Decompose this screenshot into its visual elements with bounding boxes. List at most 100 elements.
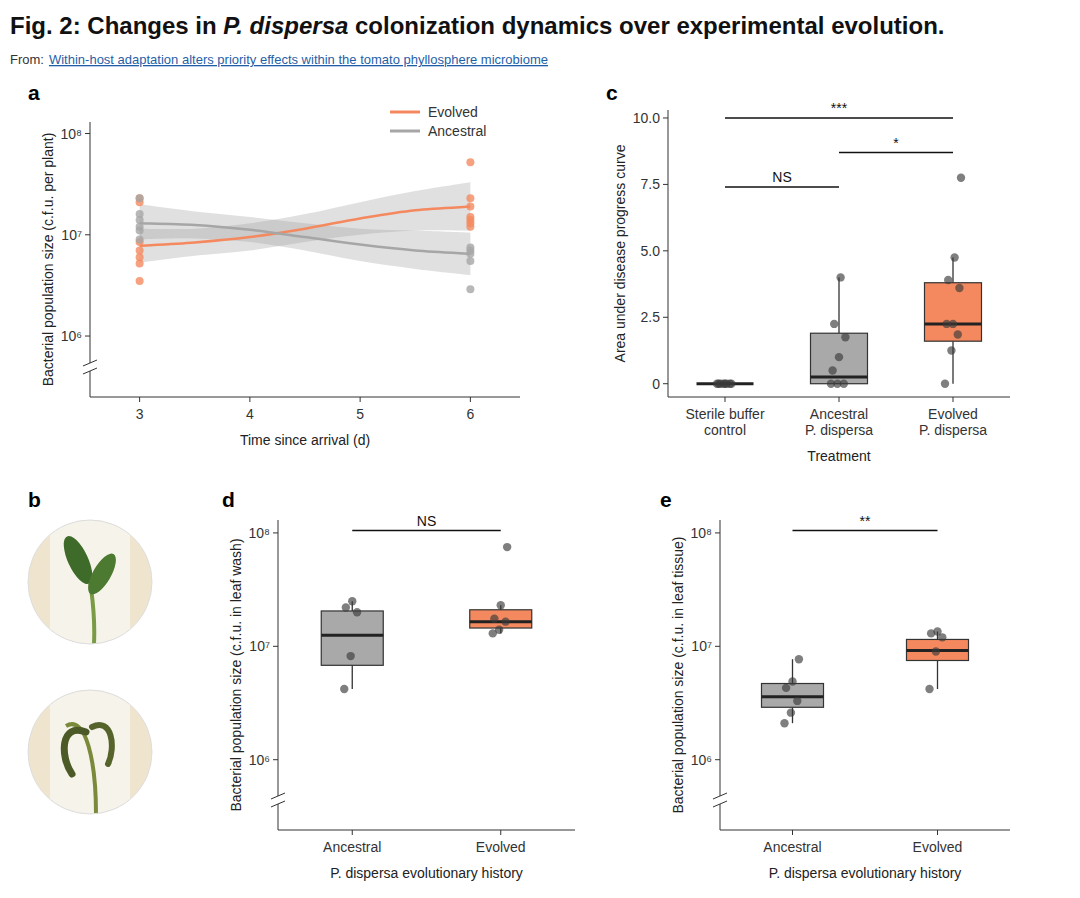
box (321, 611, 383, 665)
data-point (835, 353, 843, 361)
source-line: From:Within-host adaptation alters prior… (10, 52, 548, 67)
box (907, 639, 969, 660)
axis-break-mark (271, 793, 285, 799)
y-tick-label: 7.5 (641, 176, 661, 192)
data-point (346, 652, 354, 660)
x-tick-label: Ancestral (323, 839, 381, 855)
x-tick-label: 5 (356, 406, 364, 422)
x-tick (249, 397, 250, 402)
data-point (466, 203, 474, 211)
data-point (787, 708, 795, 716)
text-line: Ancestral (810, 406, 868, 422)
x-axis-line (720, 830, 1010, 831)
fit-line (140, 207, 471, 246)
x-tick-label: Ancestral (763, 839, 821, 855)
x-tick-label: 3 (136, 406, 144, 422)
data-point (957, 174, 965, 182)
data-point (840, 380, 848, 388)
data-point (495, 626, 503, 634)
x-tick-label: Evolved (913, 839, 963, 855)
text-line: Evolved (928, 406, 978, 422)
photo (28, 690, 152, 814)
x-tick-label: 6 (466, 406, 474, 422)
y-tick (663, 383, 668, 384)
data-point (136, 194, 144, 202)
data-point (136, 235, 144, 243)
data-point (944, 276, 952, 284)
y-tick-label: 10⁶ (691, 752, 712, 768)
title-part: colonization dynamics over experimental … (348, 12, 944, 39)
y-tick (663, 184, 668, 185)
leaf (64, 730, 86, 774)
plot-area (762, 627, 969, 727)
x-axis-line (90, 397, 520, 398)
data-point (466, 285, 474, 293)
significance-bracket (793, 530, 938, 532)
plot-area (697, 174, 982, 388)
y-tick (663, 250, 668, 251)
source-label: From: (10, 52, 44, 67)
x-tick (953, 397, 954, 402)
legend-swatch (390, 130, 420, 133)
significance-label: NS (417, 513, 436, 529)
text-line: P. dispersa (919, 422, 987, 438)
y-tick (715, 759, 720, 760)
data-point (788, 677, 796, 685)
y-axis-title: Bacterial population size (c.f.u. in lea… (228, 538, 244, 811)
data-point (466, 257, 474, 265)
data-point (793, 697, 801, 705)
data-point (136, 260, 144, 268)
significance-bracket (839, 152, 953, 154)
significance-label: *** (831, 100, 848, 116)
data-point (136, 277, 144, 285)
data-point (780, 719, 788, 727)
data-point (828, 366, 836, 374)
x-axis-title: P. dispersa evolutionary history (769, 865, 962, 881)
legend-label: Evolved (428, 104, 478, 120)
data-point (466, 223, 474, 231)
data-point (947, 346, 955, 354)
y-tick-label: 10⁸ (249, 525, 271, 541)
x-tick-label: 4 (246, 406, 254, 422)
axis-break-mark (83, 360, 97, 366)
significance-bracket (725, 117, 953, 119)
text-line: control (704, 422, 746, 438)
text-line: Sterile buffer (685, 406, 764, 422)
text-line: P. dispersa (805, 422, 873, 438)
data-point (136, 227, 144, 235)
y-tick-label: 10⁷ (691, 638, 712, 654)
photo-border (28, 690, 152, 814)
data-point (950, 253, 958, 261)
y-tick-label: 10⁶ (249, 752, 270, 768)
data-point (955, 284, 963, 292)
y-tick-label: 10⁷ (61, 227, 82, 243)
leaf (92, 725, 112, 764)
median (470, 620, 532, 623)
significance-label: NS (772, 169, 791, 185)
axis-break-mark (83, 368, 97, 374)
box (762, 684, 824, 708)
photo-bg (28, 690, 152, 814)
y-axis-line (668, 110, 669, 397)
fit-line (140, 223, 471, 253)
panel-letter: e (660, 488, 672, 511)
data-point (466, 158, 474, 166)
y-axis-line (720, 520, 721, 830)
panel-letter: d (222, 488, 235, 511)
legend-swatch (390, 111, 420, 114)
title-part: P. dispersa (223, 12, 348, 39)
y-tick (273, 759, 278, 760)
significance-label: * (893, 135, 899, 151)
data-point (348, 597, 356, 605)
y-axis-line (278, 520, 279, 830)
x-tick (470, 397, 471, 402)
x-tick (792, 830, 793, 835)
y-tick (663, 317, 668, 318)
y-tick-label: 0 (652, 376, 660, 392)
median (321, 634, 383, 637)
data-point (954, 330, 962, 338)
axis-break-gap (713, 796, 727, 804)
leaf (83, 550, 122, 599)
y-tick-label: 2.5 (641, 309, 661, 325)
y-tick-label: 10.0 (633, 110, 660, 126)
